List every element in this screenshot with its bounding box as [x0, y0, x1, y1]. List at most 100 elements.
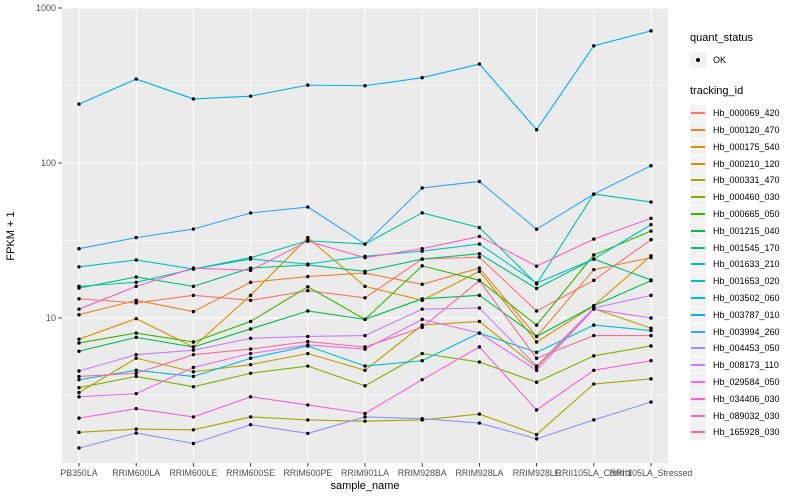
data-point: [363, 84, 367, 88]
legend-color-line: [691, 380, 705, 383]
legend-key-box: [690, 289, 706, 306]
data-point: [134, 406, 138, 411]
legend-item-Hb_001633_210: Hb_001633_210: [690, 256, 800, 273]
data-point: [649, 278, 653, 282]
ok-key-box: [690, 52, 706, 69]
x-tick-label: RRIM600LE: [169, 468, 217, 478]
data-point: [306, 418, 310, 422]
data-point: [363, 284, 367, 289]
data-point: [649, 400, 653, 404]
legend-item-label: Hb_034406_030: [713, 393, 780, 404]
data-point: [649, 222, 653, 227]
data-point: [191, 345, 196, 349]
data-point: [363, 419, 367, 423]
legend-color-line: [691, 112, 705, 115]
data-point: [134, 371, 138, 375]
data-point: [191, 352, 196, 357]
legend-color-line: [691, 145, 705, 148]
data-point: [592, 354, 596, 358]
x-tick-label: RRIM600LA: [112, 468, 160, 478]
legend-key-box: [690, 390, 706, 407]
x-tick-label: RRIM600PE: [283, 468, 332, 478]
legend-item-label: Hb_000210_120: [713, 158, 780, 169]
legend-color-line: [691, 431, 705, 434]
legend-color-line: [691, 414, 705, 417]
legend-color-line: [691, 397, 705, 400]
data-point: [248, 280, 253, 284]
legend-item-Hb_001545_170: Hb_001545_170: [690, 239, 800, 256]
data-point: [420, 417, 424, 421]
data-point: [420, 325, 424, 330]
legend-key-box: [690, 105, 706, 122]
data-point: [77, 377, 81, 382]
data-point: [649, 216, 653, 220]
data-point: [420, 297, 424, 301]
data-point: [191, 227, 196, 231]
legend-item-Hb_000069_420: Hb_000069_420: [690, 105, 800, 122]
data-point: [534, 309, 539, 313]
data-point: [592, 267, 596, 272]
data-point: [248, 371, 253, 375]
data-point: [77, 246, 81, 251]
data-point: [77, 284, 81, 289]
data-point: [363, 333, 367, 338]
legend-item-Hb_000665_050: Hb_000665_050: [690, 205, 800, 223]
data-point: [191, 340, 196, 344]
data-point: [534, 380, 539, 384]
legend-key-box: [690, 273, 706, 290]
data-point: [306, 262, 310, 266]
legend-color-line: [691, 330, 705, 333]
data-point: [191, 428, 196, 432]
data-point: [477, 225, 482, 230]
legend-item-label: Hb_000120_470: [713, 124, 780, 135]
data-point: [363, 317, 367, 322]
data-point: [477, 179, 482, 184]
data-point: [77, 386, 81, 390]
data-points: [77, 29, 653, 450]
legend-key-box: [690, 256, 706, 273]
legend-item-label: Hb_001633_210: [713, 259, 780, 270]
legend-color-line: [691, 229, 705, 232]
legend-item-Hb_001653_020: Hb_001653_020: [690, 273, 800, 290]
data-point: [420, 186, 424, 190]
data-point: [420, 351, 424, 356]
legend-key-box: [690, 373, 706, 390]
data-point: [477, 345, 482, 349]
data-point: [134, 335, 138, 340]
data-point: [248, 319, 253, 324]
legend-color-line: [691, 296, 705, 299]
data-point: [191, 97, 196, 101]
data-point: [248, 293, 253, 298]
data-point: [77, 341, 81, 345]
y-tick-label: 10: [46, 313, 56, 323]
data-point: [649, 377, 653, 381]
data-point: [248, 211, 253, 215]
legend-item-Hb_003994_260: Hb_003994_260: [690, 323, 800, 340]
data-point: [534, 340, 539, 344]
data-point: [592, 44, 596, 48]
legend-item-Hb_003502_060: Hb_003502_060: [690, 289, 800, 307]
data-point: [77, 313, 81, 317]
y-tick-label: 1000: [36, 3, 56, 13]
legend-key-box: [690, 172, 706, 189]
legend-item-Hb_000210_120: Hb_000210_120: [690, 155, 800, 172]
data-point: [477, 360, 482, 364]
data-point: [134, 368, 138, 372]
data-point: [534, 368, 539, 372]
data-point: [649, 316, 653, 320]
data-point: [534, 364, 539, 368]
data-point: [592, 368, 596, 372]
data-point: [477, 412, 482, 416]
legend-color-line: [691, 246, 705, 249]
x-tick-label: RRIM928LA: [455, 468, 503, 478]
legend-item-Hb_000460_030: Hb_000460_030: [690, 189, 800, 206]
legend-spacer: [690, 69, 800, 79]
data-point: [534, 408, 539, 412]
data-point: [191, 266, 196, 270]
x-tick-label: RRIM901LA: [341, 468, 389, 478]
data-point: [306, 285, 310, 289]
x-tick-label: RRIM600SE: [226, 468, 275, 478]
legend-item-label: Hb_000460_030: [713, 192, 780, 203]
data-point: [134, 258, 138, 262]
